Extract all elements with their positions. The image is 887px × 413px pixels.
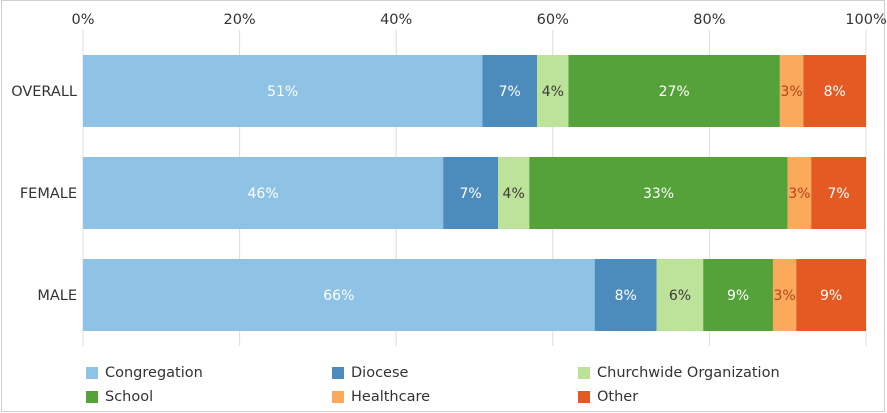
stacked-bar-chart: 0% 20% 40% 60% 80% 100% OVERALL 51% 7% 4% 27% 3% 8% F… [11, 12, 887, 346]
data-label: 66% [323, 288, 354, 304]
data-label: 3% [781, 84, 803, 100]
legend-swatch [86, 367, 98, 379]
data-label: 7% [459, 186, 481, 202]
category-label: OVERALL [11, 84, 77, 100]
bar-segment [443, 157, 498, 229]
legend-swatch [578, 391, 590, 403]
bar-segment [83, 55, 483, 127]
data-label: 4% [503, 186, 525, 202]
legend-item: School [86, 386, 153, 408]
data-label: 4% [542, 84, 564, 100]
data-label: 8% [824, 84, 846, 100]
legend-swatch [332, 391, 344, 403]
bar-segment [497, 157, 530, 229]
data-label: 46% [248, 186, 279, 202]
legend: Congregation Diocese Churchwide Organizati… [86, 362, 876, 410]
bar-segment [787, 157, 812, 229]
category-label: FEMALE [20, 186, 77, 202]
data-label: 7% [499, 84, 521, 100]
x-tick-label: 80% [693, 12, 725, 28]
legend-item: Other [578, 386, 638, 408]
legend-item: Congregation [86, 362, 203, 384]
data-label: 6% [669, 288, 691, 304]
legend-item: Healthcare [332, 386, 430, 408]
bar-segment [83, 157, 444, 229]
data-label: 3% [773, 288, 795, 304]
legend-label: Healthcare [351, 389, 431, 405]
x-tick-label: 0% [71, 12, 94, 28]
bar-segment [568, 55, 780, 127]
x-tick-label: 40% [380, 12, 412, 28]
data-label: 51% [267, 84, 298, 100]
bar-segment [803, 55, 866, 127]
bar-segment [594, 259, 657, 331]
x-tick-label: 100% [845, 12, 886, 28]
legend-item: Churchwide Organization [578, 362, 780, 384]
bar-segment [529, 157, 788, 229]
legend-swatch [86, 391, 98, 403]
bar-segment [703, 259, 773, 331]
legend-label: Other [597, 389, 639, 405]
bar-segment [482, 55, 538, 127]
legend-label: School [105, 389, 154, 405]
legend-item: Diocese [332, 362, 408, 384]
x-tick-label: 20% [223, 12, 255, 28]
bar-segment [537, 55, 569, 127]
data-label: 3% [788, 186, 810, 202]
legend-label: Diocese [351, 365, 409, 381]
bar-segment [796, 259, 866, 331]
category-label: MALE [37, 288, 77, 304]
bar-segment [83, 259, 595, 331]
legend-swatch [578, 367, 590, 379]
bar-segment [779, 55, 804, 127]
legend-swatch [332, 367, 344, 379]
data-label: 9% [727, 288, 749, 304]
data-label: 7% [827, 186, 849, 202]
bar-segment [811, 157, 866, 229]
data-label: 9% [820, 288, 842, 304]
data-label: 33% [643, 186, 674, 202]
data-label: 8% [615, 288, 637, 304]
x-tick-label: 60% [537, 12, 569, 28]
data-label: 27% [659, 84, 690, 100]
legend-label: Congregation [105, 365, 203, 381]
legend-label: Churchwide Organization [597, 365, 780, 381]
bar-segment [772, 259, 797, 331]
bar-segment [656, 259, 704, 331]
